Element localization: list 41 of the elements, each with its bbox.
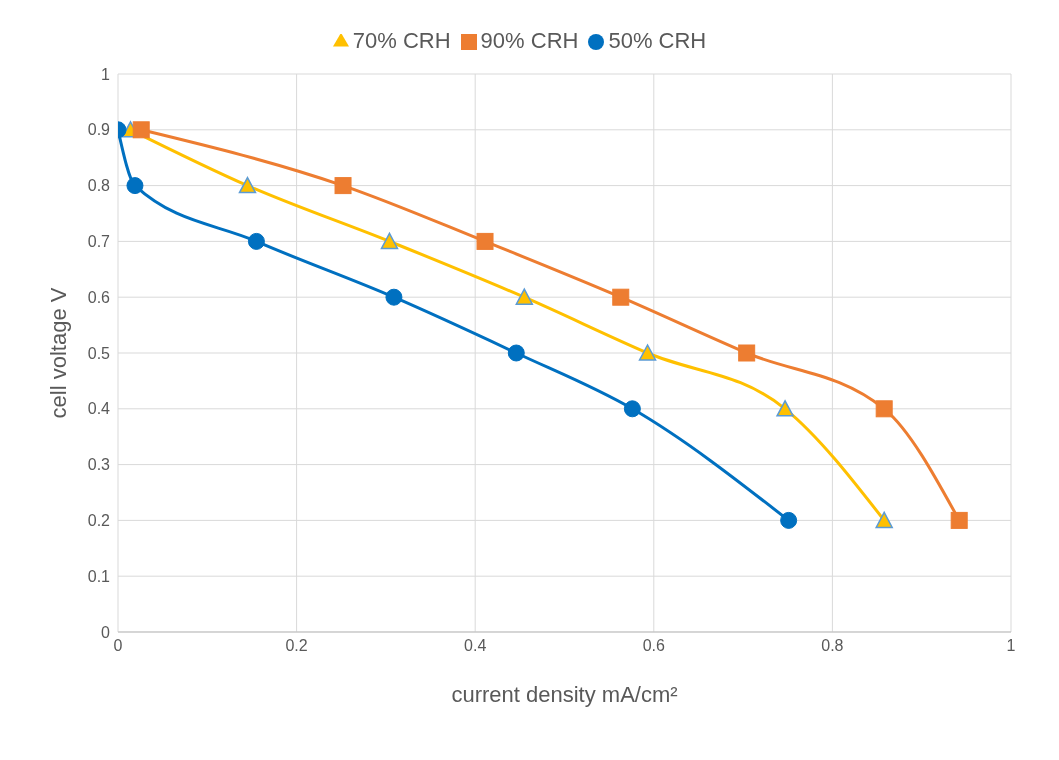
legend-label: 50% CRH (608, 28, 707, 53)
x-tick-label: 0.6 (642, 637, 666, 655)
y-tick-label: 1 (101, 65, 111, 83)
point (638, 344, 657, 361)
point (776, 400, 794, 417)
y-tick-label: 0.4 (87, 400, 111, 418)
legend-label: 70% CRH (352, 28, 451, 53)
x-tick-label: 0.4 (464, 637, 487, 655)
point (476, 232, 494, 250)
point (126, 177, 144, 195)
point (507, 344, 525, 362)
point (132, 121, 150, 139)
y-tick-label: 0.5 (87, 344, 111, 362)
x-axis-title: current density mA/cm² (451, 682, 678, 707)
point (623, 400, 641, 418)
x-tick-label: 0 (113, 637, 123, 655)
x-tick-label: 1 (1006, 637, 1016, 655)
x-tick-label: 0.2 (285, 637, 308, 655)
y-tick-label: 0.7 (87, 233, 111, 251)
point (247, 232, 265, 250)
point (380, 232, 399, 250)
point (612, 288, 630, 306)
point (780, 511, 798, 529)
y-tick-label: 0 (101, 623, 111, 641)
point (950, 511, 968, 529)
x-tick-label: 0.8 (821, 637, 844, 655)
legend-label: 90% CRH (480, 28, 579, 53)
y-tick-label: 0.8 (87, 177, 111, 195)
y-tick-label: 0.3 (87, 456, 111, 474)
point (875, 511, 893, 529)
y-tick-label: 0.6 (87, 288, 111, 306)
point (738, 344, 756, 362)
y-tick-label: 0.1 (87, 567, 111, 585)
y-tick-label: 0.2 (87, 512, 111, 530)
y-axis-title: cell voltage V (45, 287, 71, 419)
y-tick-label: 0.9 (87, 121, 111, 139)
point (385, 288, 403, 306)
point (334, 177, 352, 195)
point (238, 176, 257, 194)
point (875, 400, 893, 418)
point (515, 288, 534, 305)
